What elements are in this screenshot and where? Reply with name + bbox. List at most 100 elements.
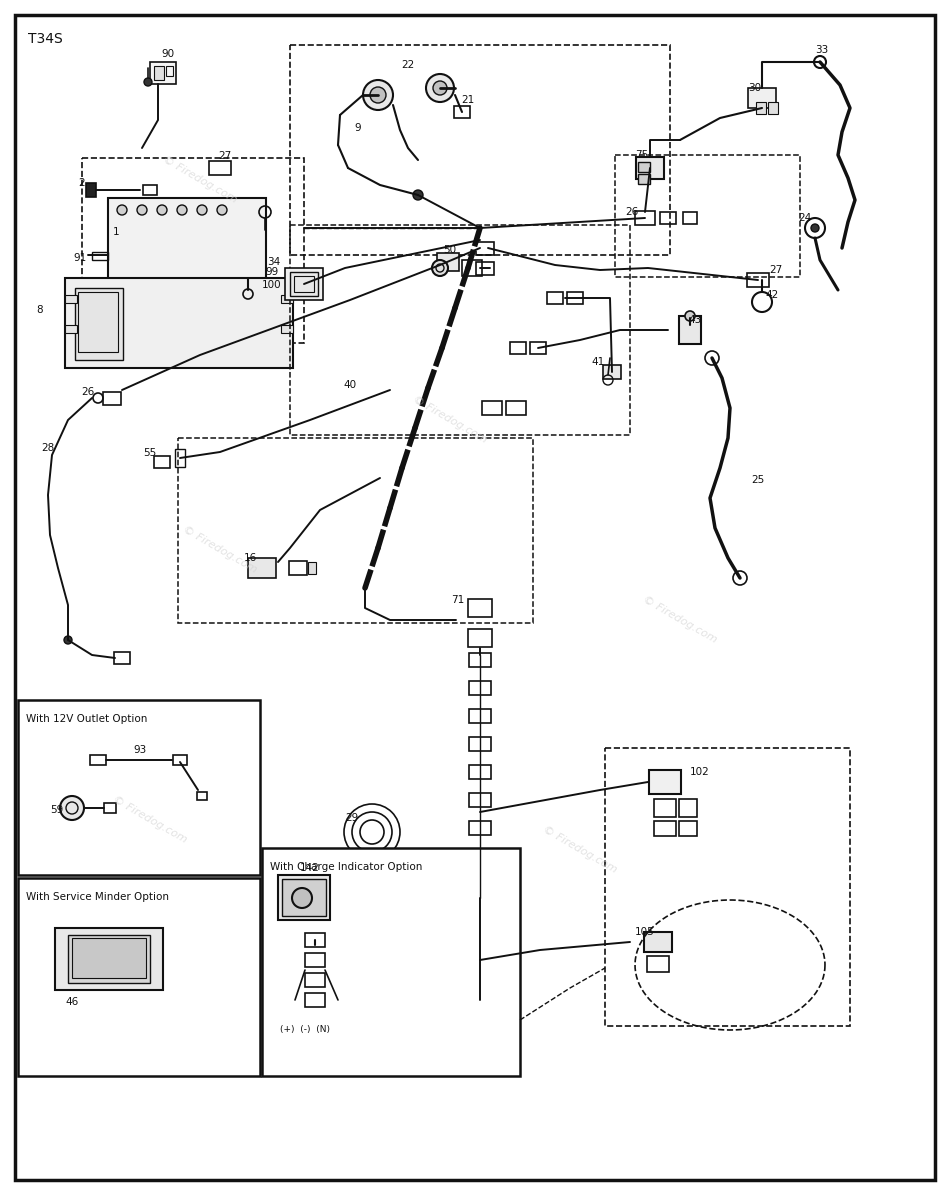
Circle shape (370, 86, 386, 103)
Bar (469, 709, 491, 722)
Text: With 12V Outlet Option: With 12V Outlet Option (26, 714, 147, 724)
Text: 29: 29 (346, 814, 359, 823)
Text: 28: 28 (42, 443, 54, 452)
Circle shape (137, 205, 147, 215)
Bar (82, 158, 304, 343)
Bar (104, 803, 116, 814)
Text: 16: 16 (243, 553, 256, 563)
Circle shape (117, 205, 127, 215)
Text: 40: 40 (344, 380, 356, 390)
Text: 26: 26 (625, 206, 638, 217)
Bar (278, 875, 330, 920)
Bar (469, 653, 491, 667)
Text: © Firedog.com: © Firedog.com (542, 824, 618, 875)
Bar (65, 325, 77, 332)
Text: (+)  (-)  (N): (+) (-) (N) (280, 1025, 330, 1034)
Text: 27: 27 (218, 151, 232, 161)
Bar (75, 288, 123, 360)
Bar (290, 226, 630, 434)
Bar (281, 295, 293, 302)
Bar (679, 316, 701, 344)
Circle shape (811, 224, 819, 232)
Bar (290, 272, 318, 296)
Bar (469, 793, 491, 806)
Bar (636, 157, 664, 179)
Bar (506, 401, 526, 415)
Bar (469, 821, 491, 835)
Text: 8: 8 (37, 305, 44, 314)
Bar (154, 456, 170, 468)
Bar (654, 799, 676, 817)
Bar (166, 66, 173, 76)
Bar (510, 342, 526, 354)
Bar (305, 973, 325, 986)
Circle shape (413, 190, 423, 200)
Bar (437, 253, 459, 271)
Text: 59: 59 (50, 805, 64, 815)
Text: 41: 41 (591, 358, 604, 367)
Text: 42: 42 (766, 290, 779, 300)
Text: © Firedog.com: © Firedog.com (111, 794, 189, 845)
Bar (454, 106, 470, 118)
Bar (175, 449, 185, 467)
Bar (18, 878, 260, 1076)
Bar (605, 748, 850, 1026)
Bar (748, 88, 776, 108)
Bar (547, 292, 563, 304)
Text: 71: 71 (451, 595, 465, 605)
Bar (482, 401, 502, 415)
Bar (290, 44, 670, 254)
Bar (86, 182, 96, 197)
Bar (638, 162, 650, 172)
Text: © Firedog.com: © Firedog.com (641, 595, 719, 646)
Bar (469, 850, 491, 863)
Bar (462, 260, 482, 276)
Bar (209, 161, 231, 175)
Circle shape (426, 74, 454, 102)
Text: 43: 43 (689, 314, 702, 325)
Circle shape (363, 80, 393, 110)
Text: © Firedog.com: © Firedog.com (181, 524, 258, 575)
Circle shape (432, 260, 448, 276)
Bar (68, 935, 150, 983)
Bar (756, 102, 766, 114)
Text: 30: 30 (749, 83, 762, 92)
Bar (638, 174, 650, 184)
Bar (683, 212, 697, 224)
Bar (660, 212, 676, 224)
Bar (305, 934, 325, 947)
Text: T34S: T34S (28, 32, 63, 46)
Text: 25: 25 (751, 475, 765, 485)
Bar (294, 276, 314, 292)
Text: 22: 22 (401, 60, 414, 70)
Bar (65, 295, 77, 302)
Bar (469, 737, 491, 751)
Text: 75: 75 (636, 150, 649, 160)
Bar (92, 252, 108, 260)
Bar (603, 365, 621, 379)
Circle shape (433, 80, 447, 95)
Bar (308, 562, 316, 574)
Bar (114, 652, 130, 664)
Bar (647, 956, 669, 972)
Bar (178, 438, 533, 623)
Bar (468, 629, 492, 647)
Bar (654, 821, 676, 835)
Bar (55, 928, 163, 990)
Bar (108, 198, 266, 290)
Bar (143, 185, 157, 194)
Bar (649, 770, 681, 794)
Bar (469, 766, 491, 779)
Text: © Firedog.com: © Firedog.com (411, 395, 489, 445)
Text: 33: 33 (815, 44, 828, 55)
Text: 9: 9 (354, 122, 361, 133)
Bar (285, 268, 323, 300)
Text: With Service Minder Option: With Service Minder Option (26, 892, 169, 902)
Text: With Charge Indicator Option: With Charge Indicator Option (270, 862, 423, 872)
Text: 21: 21 (462, 95, 475, 104)
Circle shape (64, 636, 72, 644)
Text: 91: 91 (73, 253, 86, 263)
Text: 55: 55 (143, 448, 157, 458)
Circle shape (292, 888, 312, 908)
Text: 90: 90 (162, 49, 175, 59)
